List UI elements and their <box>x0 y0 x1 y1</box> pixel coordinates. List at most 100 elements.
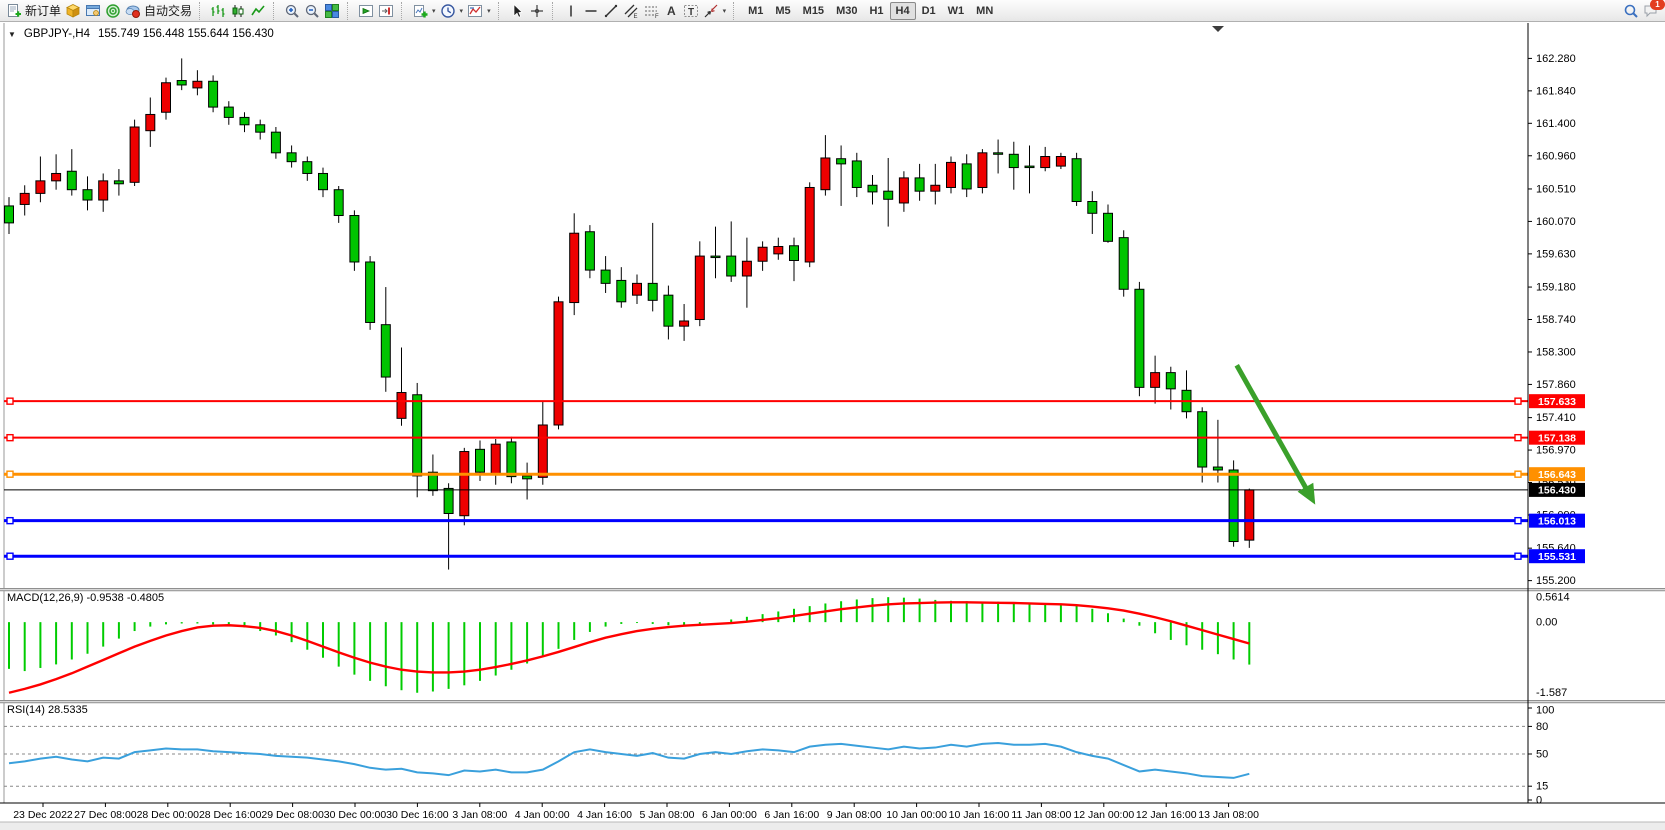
line-chart-icon <box>251 4 265 15</box>
arrows-icon <box>704 4 718 17</box>
chevron-down-icon[interactable]: ▾ <box>432 7 436 15</box>
line-anchor-marker[interactable] <box>6 433 14 442</box>
cube-icon <box>66 3 80 18</box>
candle <box>475 448 485 473</box>
chart-shift-marker[interactable] <box>1212 26 1224 32</box>
candle <box>977 152 988 188</box>
notification-badge: 1 <box>1650 0 1665 10</box>
horizontal-line-button[interactable] <box>581 1 601 21</box>
arrows-button[interactable]: ▾ <box>701 1 729 21</box>
trendline-button[interactable] <box>601 1 621 21</box>
timeframe-m1[interactable]: M1 <box>748 4 764 17</box>
line-anchor-marker[interactable] <box>6 470 14 478</box>
fibonacci-button[interactable]: F <box>641 1 661 21</box>
crosshair-button[interactable] <box>527 1 547 21</box>
timeframe-w1[interactable]: W1 <box>947 4 965 17</box>
arrange-shift-button[interactable] <box>376 1 396 21</box>
pane-separator[interactable] <box>0 700 1665 703</box>
text-button[interactable]: A <box>661 1 681 21</box>
line-anchor-marker[interactable] <box>1514 397 1522 405</box>
search-button[interactable] <box>1621 1 1641 21</box>
candlestick-icon <box>232 4 244 17</box>
line-chart-button[interactable] <box>248 1 268 21</box>
cube-button[interactable] <box>63 1 83 21</box>
toolbar-separator <box>551 1 557 20</box>
macd-scale-label: -1.587 <box>1536 687 1567 699</box>
candle <box>318 172 328 191</box>
button-label: 自动交易 <box>144 3 193 18</box>
line-anchor-marker[interactable] <box>1514 433 1522 442</box>
line-anchor-marker[interactable] <box>1514 516 1522 525</box>
arrange-charts-button[interactable] <box>356 1 376 21</box>
rsi-scale-label: 15 <box>1536 781 1548 793</box>
candle <box>757 246 768 262</box>
candlestick-button[interactable] <box>228 1 248 21</box>
timeframe-d1[interactable]: D1 <box>921 4 936 17</box>
chevron-down-icon[interactable]: ▾ <box>459 7 464 15</box>
candle <box>836 158 847 165</box>
line-anchor-marker[interactable] <box>6 397 14 405</box>
timeframe-mn[interactable]: MN <box>976 4 994 17</box>
ohlc-values: 155.749 156.448 155.644 156.430 <box>97 28 274 40</box>
text-label-icon: T <box>683 4 698 18</box>
price-tag-value: 156.643 <box>1538 469 1576 481</box>
time-tick-label: 29 Dec 08:00 <box>261 809 324 821</box>
trend-arrow-head[interactable] <box>1297 482 1316 505</box>
period-clock-button[interactable]: ▾ <box>438 1 466 21</box>
timeframe-m30[interactable]: M30 <box>836 4 858 17</box>
toolbar-separator <box>497 1 503 20</box>
candle <box>427 471 438 492</box>
symbol-dropdown-icon[interactable]: ▼ <box>8 29 16 39</box>
candle <box>192 80 203 89</box>
notifications-button[interactable]: 1 <box>1641 0 1665 21</box>
candle <box>113 180 124 185</box>
timeframe-m15[interactable]: M15 <box>802 4 825 17</box>
add-indicator-button[interactable]: ▾ <box>410 1 438 21</box>
trend-arrow-annotation[interactable] <box>1234 364 1313 498</box>
autotrading-icon <box>125 5 141 18</box>
horizontal-line-icon <box>585 9 597 12</box>
candle <box>459 451 470 517</box>
candle <box>663 294 674 327</box>
chart-title: ▼ GBPJPY-,H4 155.749 156.448 155.644 156… <box>8 28 274 40</box>
zoom-in-button[interactable] <box>282 1 302 21</box>
time-tick-label: 4 Jan 00:00 <box>515 809 570 821</box>
chevron-down-icon[interactable]: ▾ <box>722 7 727 15</box>
vertical-line-button[interactable] <box>561 1 581 21</box>
channel-button[interactable]: E <box>621 1 641 21</box>
candle <box>1197 411 1208 468</box>
cursor-button[interactable] <box>507 1 527 21</box>
navigator-button[interactable] <box>103 1 123 21</box>
template-button[interactable]: ▾ <box>465 1 493 21</box>
candle <box>584 231 595 271</box>
time-tick-label: 28 Dec 00:00 <box>137 809 200 821</box>
line-anchor-marker[interactable] <box>1514 470 1522 478</box>
zoom-out-icon <box>305 4 319 18</box>
line-anchor-marker[interactable] <box>6 552 14 560</box>
chevron-down-icon[interactable]: ▾ <box>487 7 491 15</box>
tile-windows-button[interactable] <box>322 1 342 21</box>
candle <box>1087 200 1098 214</box>
bar-chart-button[interactable] <box>208 1 228 21</box>
zoom-out-button[interactable] <box>302 1 322 21</box>
text-label-button[interactable]: T <box>681 1 701 21</box>
timeframe-h1[interactable]: H1 <box>869 4 884 17</box>
market-watch-button[interactable] <box>83 1 103 21</box>
candle <box>632 282 642 296</box>
candle <box>553 301 564 426</box>
line-anchor-marker[interactable] <box>1514 552 1522 560</box>
candle <box>946 161 956 188</box>
candle <box>1228 469 1239 543</box>
timeframe-m5[interactable]: M5 <box>775 4 791 17</box>
line-anchor-marker[interactable] <box>6 516 14 525</box>
timeframe-h4[interactable]: H4 <box>889 1 916 20</box>
chart-area[interactable]: 162.280 161.840 161.400 160.960 160.510 160.0… <box>0 22 1665 830</box>
candle <box>1040 156 1051 169</box>
pane-separator[interactable] <box>0 588 1665 591</box>
candle <box>396 392 407 419</box>
new-order-button[interactable]: 新订单 <box>4 1 63 21</box>
autotrading-button[interactable]: 自动交易 <box>123 1 194 21</box>
candle <box>1212 466 1223 471</box>
price-tick-label: 160.070 <box>1536 216 1576 228</box>
